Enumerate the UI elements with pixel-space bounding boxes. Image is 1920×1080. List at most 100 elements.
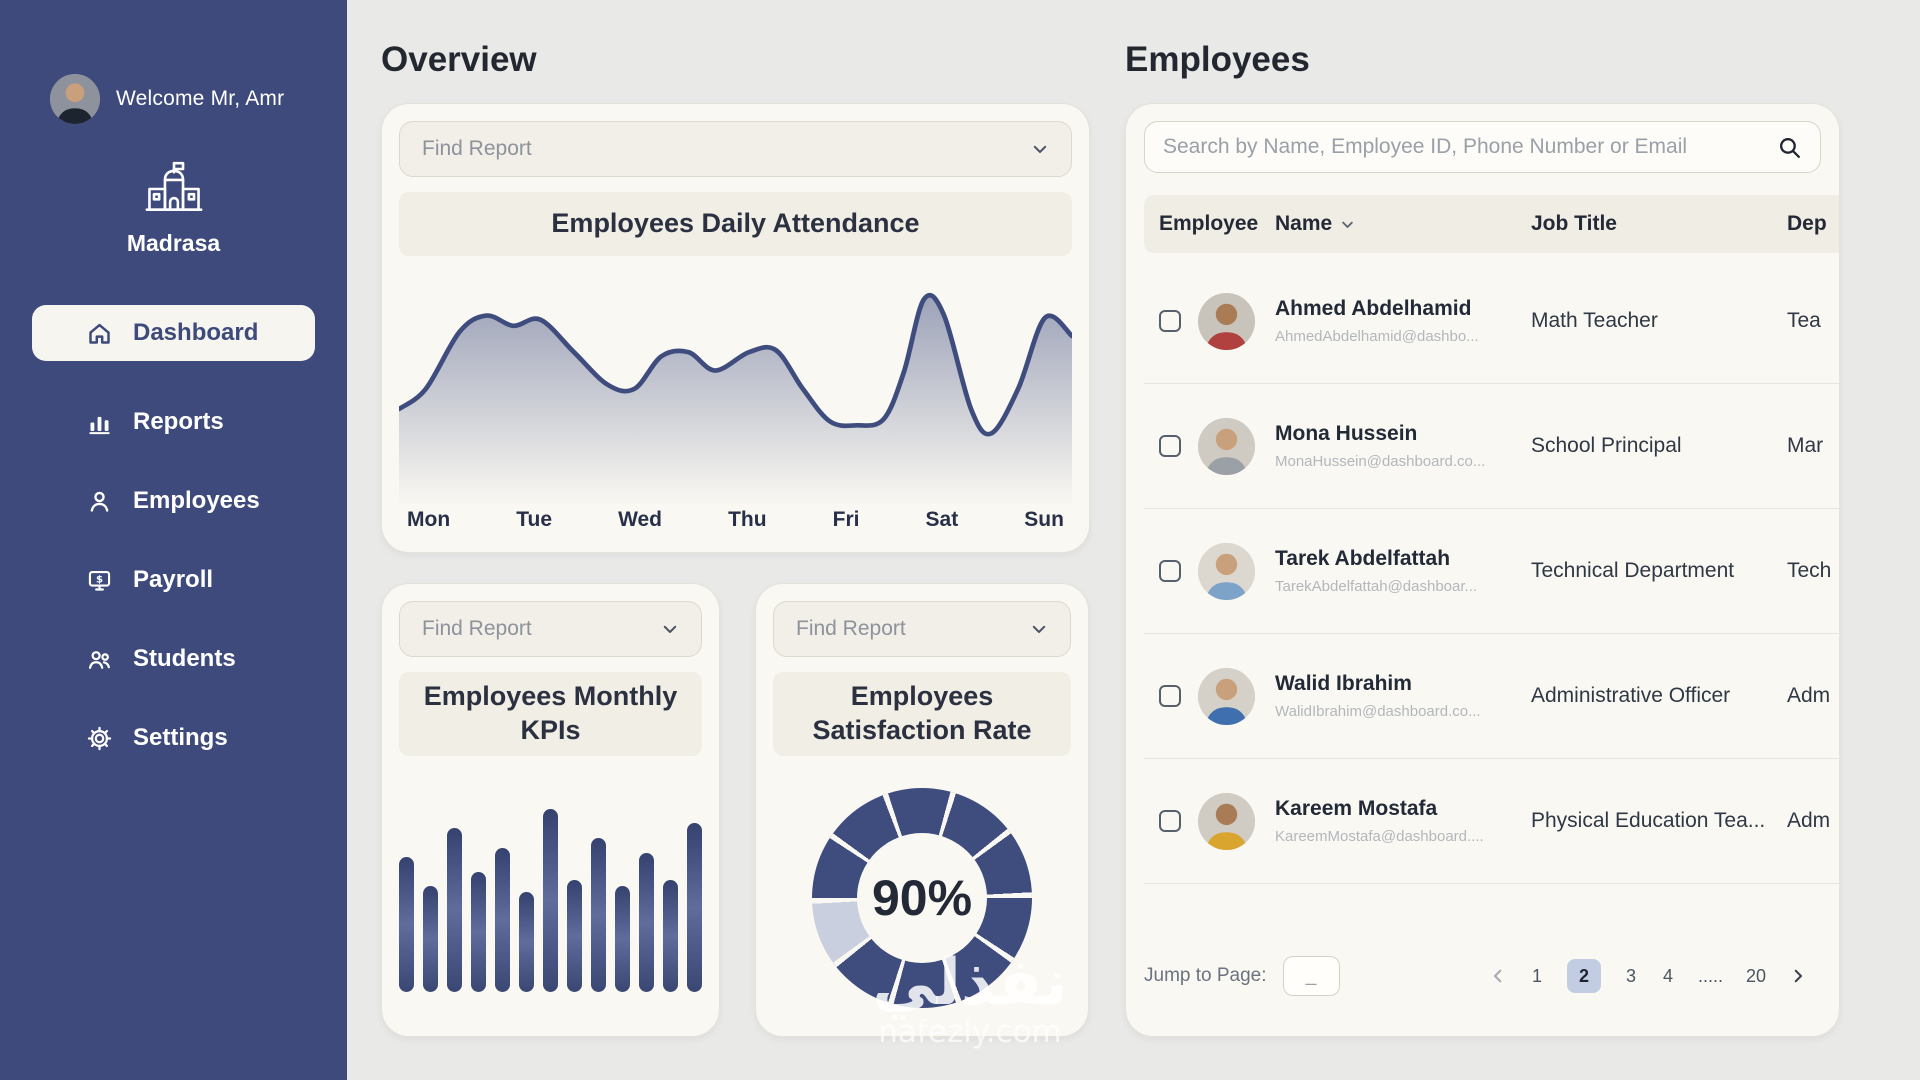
jump-to-page-input[interactable]: [1282, 956, 1340, 996]
welcome-text: Welcome Mr, Amr: [116, 87, 285, 110]
employee-name: Ahmed Abdelhamid: [1275, 297, 1472, 320]
employee-avatar: [1198, 542, 1255, 600]
sidebar-nav: Dashboard Reports Employees $ Payroll: [0, 305, 347, 789]
gear-icon: [86, 725, 113, 752]
sidebar-item-employees[interactable]: Employees: [32, 473, 315, 529]
svg-text:$: $: [96, 574, 103, 585]
employee-name: Tarek Abdelfattah: [1275, 547, 1451, 570]
attendance-card: Find Report Employees Daily Attendance M…: [381, 103, 1090, 553]
sidebar-item-settings[interactable]: Settings: [32, 710, 315, 766]
find-report-label: Find Report: [796, 617, 906, 640]
chevron-right-icon[interactable]: [1789, 967, 1807, 985]
employee-avatar: [1198, 667, 1255, 725]
employee-row[interactable]: Walid Ibrahim WalidIbrahim@dashboard.co.…: [1144, 634, 1839, 759]
students-icon: [86, 646, 113, 673]
sidebar-item-reports[interactable]: Reports: [32, 394, 315, 450]
day-label: Mon: [407, 508, 451, 531]
employee-department: Adm: [1787, 809, 1831, 832]
satisfaction-chart-title: Employees Satisfaction Rate: [773, 672, 1071, 756]
employee-avatar: [1198, 292, 1255, 350]
employee-job-title: Administrative Officer: [1531, 684, 1731, 707]
employee-row[interactable]: Mona Hussein MonaHussein@dashboard.co...…: [1144, 384, 1839, 509]
chevron-down-icon: [1032, 625, 1046, 633]
col-header-department: Dep: [1787, 212, 1827, 235]
sidebar-item-label: Employees: [133, 487, 260, 514]
col-header-employee: Employee: [1159, 212, 1259, 235]
employee-email: WalidIbrahim@dashboard.co...: [1275, 703, 1481, 720]
kpi-bar: [567, 880, 582, 992]
employee-email: AhmedAbdelhamid@dashbo...: [1275, 328, 1479, 345]
row-checkbox[interactable]: [1159, 560, 1181, 582]
row-checkbox[interactable]: [1159, 310, 1181, 332]
page-button-1[interactable]: 1: [1531, 965, 1542, 986]
employee-avatar: [1198, 792, 1255, 850]
col-header-job-title: Job Title: [1531, 212, 1617, 235]
row-checkbox[interactable]: [1159, 810, 1181, 832]
sidebar-item-label: Settings: [133, 724, 228, 751]
employees-table: Employee Name Job Title Dep: [1144, 173, 1839, 933]
employees-title: Employees: [1125, 40, 1310, 79]
find-report-select-attendance[interactable]: Find Report: [399, 121, 1072, 177]
sidebar-item-payroll[interactable]: $ Payroll: [32, 552, 315, 608]
row-checkbox[interactable]: [1159, 685, 1181, 707]
find-report-select-kpi[interactable]: Find Report: [399, 601, 702, 657]
page-button-4[interactable]: 4: [1662, 965, 1673, 986]
employee-name: Mona Hussein: [1275, 422, 1418, 445]
find-report-label: Find Report: [422, 617, 532, 640]
find-report-select-satisfaction[interactable]: Find Report: [773, 601, 1071, 657]
overview-title: Overview: [381, 40, 537, 79]
sidebar-item-label: Dashboard: [133, 319, 259, 346]
kpi-bar: [423, 885, 438, 992]
kpi-bar: [639, 853, 654, 992]
satisfaction-card: Find Report Employees Satisfaction Rate …: [755, 583, 1089, 1037]
pagination: Jump to Page: 1 2 3 4 ..... 20: [1144, 933, 1821, 1019]
attendance-line-chart: [399, 292, 1072, 506]
kpi-bar: [519, 891, 534, 992]
chevron-down-icon: [663, 625, 677, 633]
employee-department: Tech: [1787, 559, 1832, 582]
employee-row[interactable]: Kareem Mostafa KareemMostafa@dashboard..…: [1144, 759, 1839, 884]
employee-email: MonaHussein@dashboard.co...: [1275, 453, 1486, 470]
employee-avatar: [1198, 417, 1255, 475]
sidebar-item-students[interactable]: Students: [32, 631, 315, 687]
school-icon: [143, 158, 205, 220]
kpi-bar: [495, 847, 510, 992]
sidebar: Welcome Mr, Amr Madrasa: [0, 0, 347, 1080]
brand: Madrasa: [0, 158, 347, 257]
kpi-bar: [687, 822, 702, 992]
col-header-name[interactable]: Name: [1275, 212, 1531, 236]
brand-name: Madrasa: [126, 230, 221, 256]
kpi-bar: [399, 857, 414, 992]
employee-department: Tea: [1787, 309, 1821, 332]
chevron-left-icon[interactable]: [1489, 967, 1507, 985]
search-icon[interactable]: [1777, 135, 1802, 160]
row-checkbox[interactable]: [1159, 435, 1181, 457]
sidebar-item-dashboard[interactable]: Dashboard: [32, 305, 315, 361]
employee-job-title: Technical Department: [1531, 559, 1735, 582]
page-button-3[interactable]: 3: [1625, 965, 1636, 986]
chevron-down-icon: [1033, 145, 1047, 153]
kpi-bar: [471, 872, 486, 992]
day-label: Fri: [832, 508, 860, 531]
employee-email: KareemMostafa@dashboard....: [1275, 828, 1484, 845]
employee-job-title: Physical Education Tea...: [1531, 809, 1766, 832]
satisfaction-donut-chart: 90%: [812, 787, 1032, 1008]
bar-chart-icon: [86, 409, 113, 436]
kpi-bar: [663, 880, 678, 992]
employee-row[interactable]: Ahmed Abdelhamid AhmedAbdelhamid@dashbo.…: [1144, 259, 1839, 384]
employee-row[interactable]: Tarek Abdelfattah TarekAbdelfattah@dashb…: [1144, 509, 1839, 634]
page-button-20[interactable]: 20: [1745, 965, 1766, 986]
employee-job-title: Math Teacher: [1531, 309, 1658, 332]
day-label: Thu: [728, 508, 767, 531]
search-input[interactable]: [1163, 135, 1767, 159]
day-label: Sun: [1024, 508, 1064, 531]
table-body: Ahmed Abdelhamid AhmedAbdelhamid@dashbo.…: [1144, 259, 1839, 884]
day-label: Wed: [618, 508, 663, 531]
home-icon: [86, 320, 113, 347]
page-button-2-active[interactable]: 2: [1566, 959, 1601, 993]
kpi-bar-chart: [399, 800, 702, 992]
user-avatar[interactable]: [50, 74, 100, 124]
kpi-bar: [591, 837, 606, 992]
payroll-icon: $: [86, 567, 113, 594]
